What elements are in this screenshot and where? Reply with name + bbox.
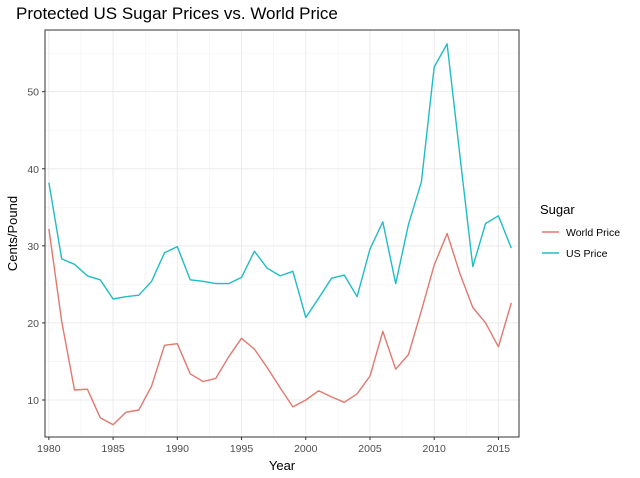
- y-axis: 10 20 30 40 50: [27, 87, 45, 407]
- plot-border: [44, 29, 520, 438]
- plot-panel: [45, 30, 519, 437]
- x-tick-label: 1985: [101, 443, 125, 455]
- x-tick-label: 2005: [358, 443, 382, 455]
- legend-title: Sugar: [540, 202, 575, 217]
- x-tick-label: 2000: [294, 443, 318, 455]
- y-axis-title: Cents/Pound: [5, 196, 20, 271]
- x-tick-label: 2010: [423, 443, 447, 455]
- legend: Sugar World Price US Price: [540, 202, 620, 260]
- x-tick-label: 1990: [166, 443, 190, 455]
- x-axis-title: Year: [269, 458, 296, 473]
- legend-label-world-price: World Price: [566, 227, 620, 239]
- x-tick-label: 1980: [37, 443, 61, 455]
- y-tick-label: 30: [27, 241, 39, 253]
- series-lines: [48, 43, 512, 426]
- y-tick-label: 50: [27, 87, 39, 99]
- y-tick-label: 10: [27, 395, 39, 407]
- minor-gridlines: [45, 30, 519, 437]
- chart-title: Protected US Sugar Prices vs. World Pric…: [16, 4, 338, 23]
- y-tick-label: 20: [27, 318, 39, 330]
- series-line-us-price: [48, 43, 512, 319]
- x-axis: 1980 1985 1990 1995 2000 2005 2010 2015: [37, 437, 510, 455]
- legend-label-us-price: US Price: [566, 248, 608, 260]
- y-tick-label: 40: [27, 164, 39, 176]
- x-tick-label: 1995: [230, 443, 254, 455]
- series-line-world-price: [48, 228, 512, 426]
- x-tick-label: 2015: [487, 443, 511, 455]
